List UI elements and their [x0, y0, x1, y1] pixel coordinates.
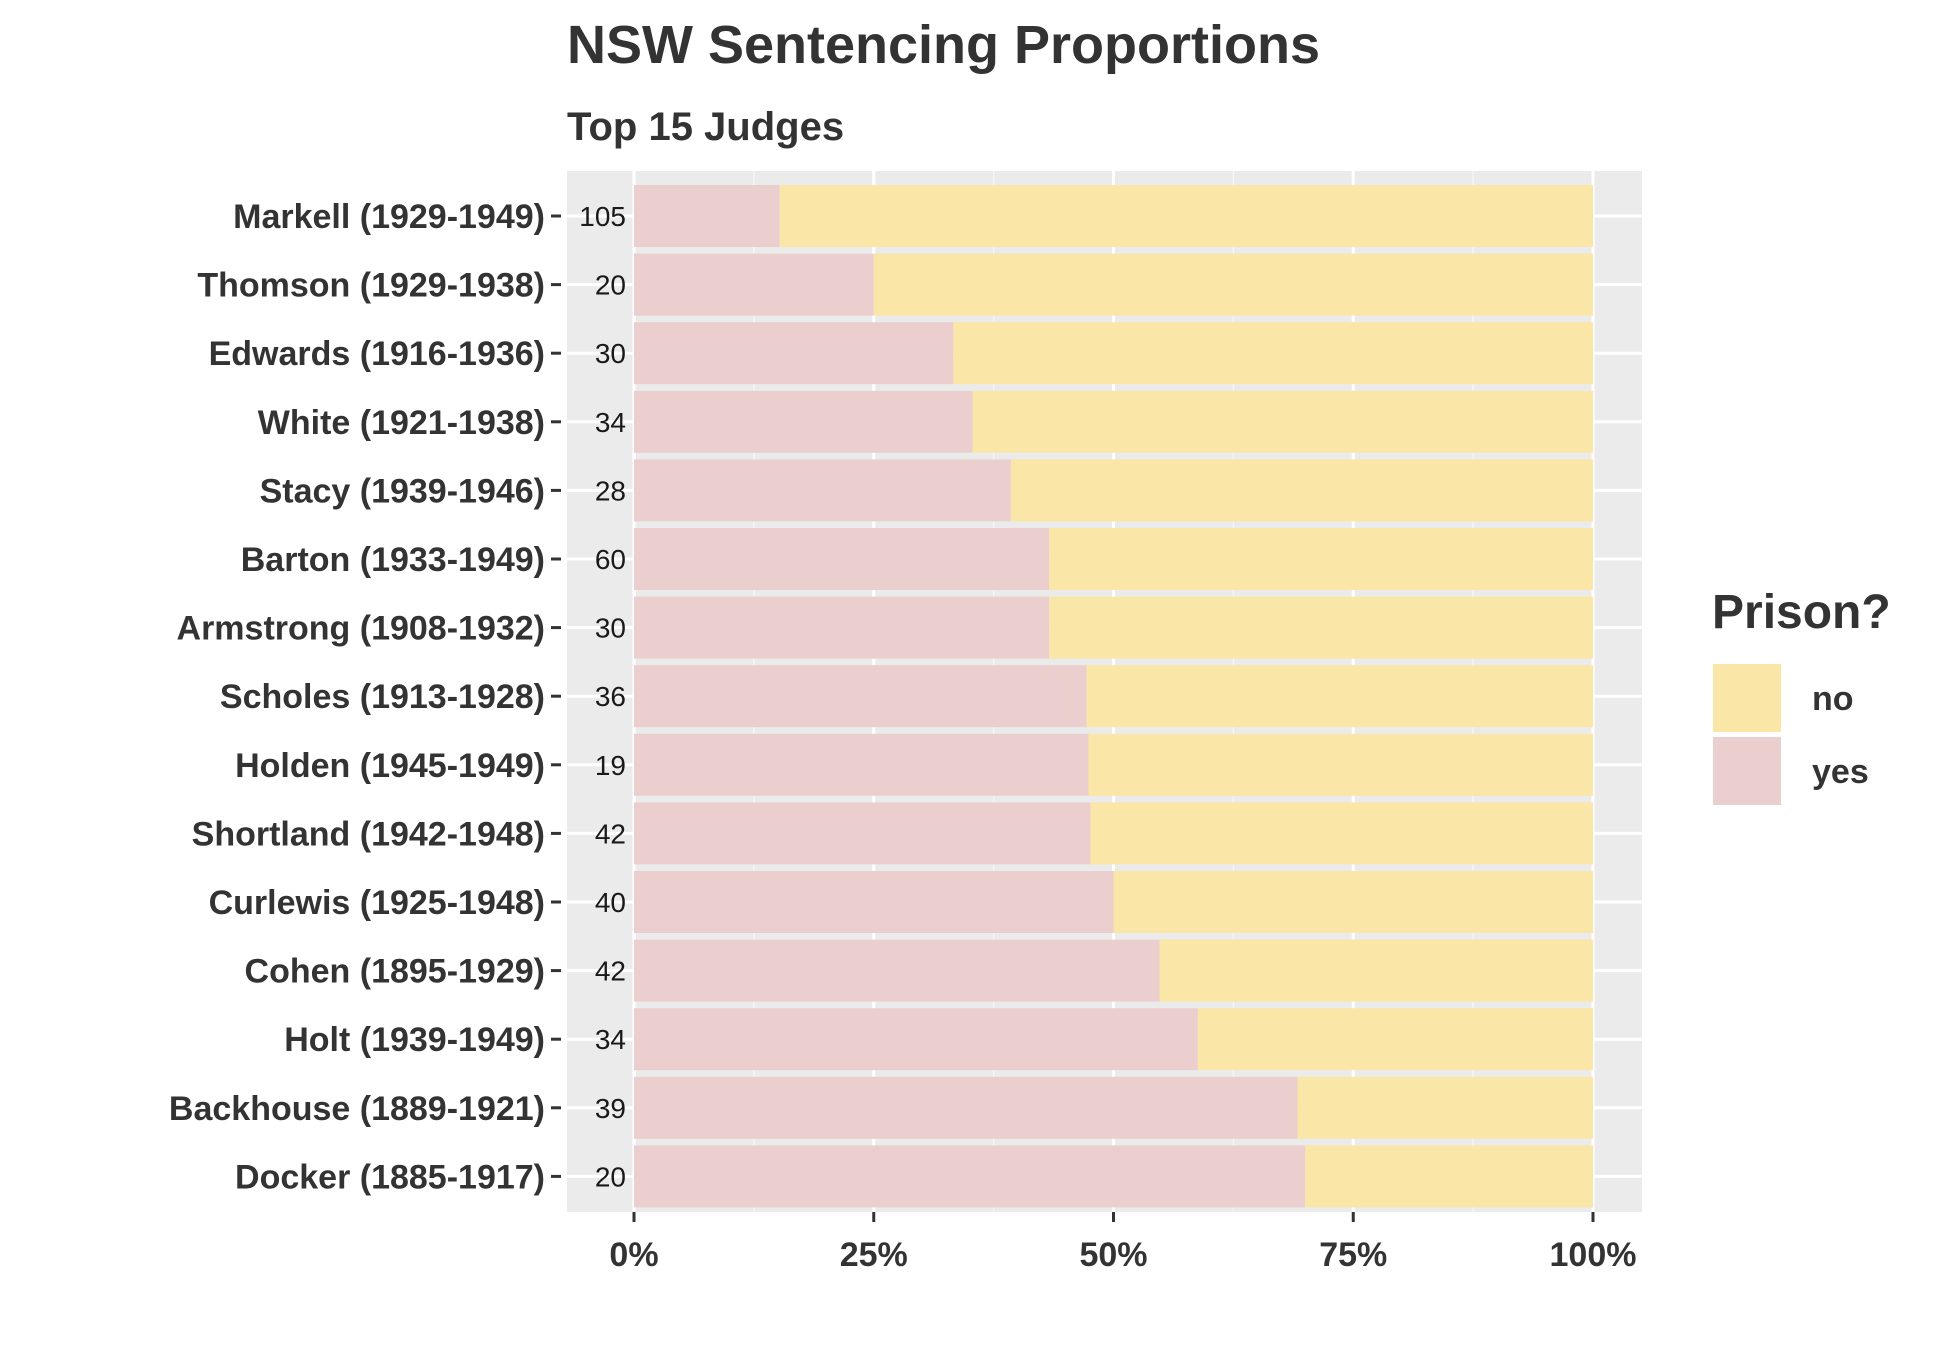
bar-no: [953, 322, 1593, 385]
count-label: 60: [595, 544, 626, 575]
bar-no: [1113, 871, 1593, 933]
bar-yes: [634, 185, 780, 247]
bar-yes: [634, 596, 1050, 659]
y-tick-label: Holden (1945-1949): [235, 747, 545, 785]
legend-label-no: no: [1812, 680, 1854, 718]
count-label: 20: [595, 1161, 626, 1192]
y-tick-label: Backhouse (1889-1921): [169, 1090, 545, 1128]
bar-no: [1049, 596, 1593, 659]
count-label: 30: [595, 338, 626, 369]
count-label: 28: [595, 475, 626, 506]
count-label: 40: [595, 887, 626, 918]
bar-no: [1297, 1076, 1593, 1139]
count-label: 36: [595, 681, 626, 712]
legend-key-no: [1711, 662, 1783, 734]
bar-no: [1088, 733, 1593, 796]
y-tick-label: White (1921-1938): [258, 404, 545, 442]
count-label: 42: [595, 818, 626, 849]
chart-title: NSW Sentencing Proportions: [567, 15, 1320, 75]
y-tick-label: Markell (1929-1949): [233, 198, 545, 236]
bar-yes: [634, 733, 1089, 796]
bar-no: [1049, 528, 1593, 590]
y-tick-label: Stacy (1939-1946): [260, 472, 545, 510]
legend-label-yes: yes: [1812, 753, 1869, 791]
legend: Prison? no yes: [1711, 586, 1891, 807]
y-tick-label: Thomson (1929-1938): [197, 267, 545, 305]
bar-no: [1086, 665, 1593, 728]
bar-yes: [634, 459, 1011, 522]
count-label: 42: [595, 956, 626, 987]
bar-yes: [634, 939, 1160, 1002]
bar-no: [972, 390, 1593, 453]
count-label: 19: [595, 750, 626, 781]
bar-yes: [634, 1145, 1306, 1208]
y-tick-label: Edwards (1916-1936): [209, 335, 545, 373]
y-tick-label: Cohen (1895-1929): [245, 953, 545, 991]
x-tick-label: 100%: [1550, 1236, 1637, 1274]
count-label: 30: [595, 613, 626, 644]
bar-no: [779, 185, 1593, 247]
x-tick-label: 50%: [1079, 1236, 1147, 1274]
bar-yes: [634, 528, 1050, 590]
bar-yes: [634, 1008, 1198, 1071]
bar-no: [1305, 1145, 1593, 1208]
count-label: 39: [595, 1093, 626, 1124]
bar-no: [873, 253, 1593, 316]
bar-no: [1090, 802, 1593, 865]
y-tick-label: Curlewis (1925-1948): [209, 884, 545, 922]
count-label: 34: [595, 1024, 626, 1055]
y-tick-label: Shortland (1942-1948): [192, 815, 545, 853]
bar-yes: [634, 322, 954, 385]
bar-yes: [634, 253, 874, 316]
bar-no: [1010, 459, 1593, 522]
bar-yes: [634, 665, 1087, 728]
x-tick-label: 25%: [840, 1236, 908, 1274]
bar-no: [1197, 1008, 1593, 1071]
x-tick-label: 0%: [609, 1236, 658, 1274]
y-tick-label: Scholes (1913-1928): [220, 678, 545, 716]
y-tick-label: Barton (1933-1949): [241, 541, 545, 579]
bar-yes: [634, 390, 973, 453]
y-tick-label: Armstrong (1908-1932): [177, 610, 545, 648]
plot-panel: 105 Markell (1929-1949) 20 Thomson (1929-19…: [169, 171, 1642, 1274]
bar-no: [1159, 939, 1593, 1002]
x-tick-label: 75%: [1319, 1236, 1387, 1274]
legend-key-yes: [1711, 735, 1783, 807]
y-tick-label: Docker (1885-1917): [235, 1158, 545, 1196]
legend-title: Prison?: [1712, 586, 1891, 639]
bar-yes: [634, 871, 1114, 933]
count-label: 20: [595, 270, 626, 301]
y-tick-label: Holt (1939-1949): [284, 1021, 545, 1059]
chart-subtitle: Top 15 Judges: [567, 105, 844, 149]
bar-yes: [634, 1076, 1298, 1139]
bar-yes: [634, 802, 1091, 865]
count-label: 34: [595, 407, 626, 438]
count-label: 105: [579, 201, 626, 232]
